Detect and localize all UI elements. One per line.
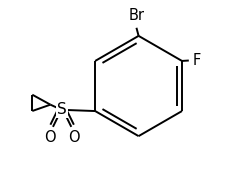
Text: O: O (44, 130, 56, 145)
Text: F: F (192, 53, 200, 68)
Text: Br: Br (128, 8, 144, 23)
Text: S: S (57, 103, 67, 117)
Text: O: O (68, 130, 79, 145)
